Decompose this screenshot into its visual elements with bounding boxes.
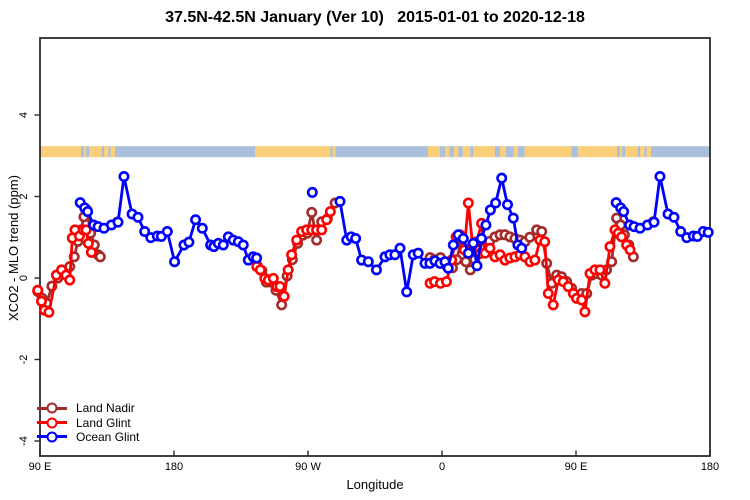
svg-text:4: 4: [18, 112, 30, 118]
plot-border: [39, 37, 711, 457]
x-axis-ticks: 90 E 180 90 W 0 90 E 180: [29, 450, 719, 473]
svg-text:90 W: 90 W: [295, 461, 321, 473]
legend-item-land-nadir: Land Nadir: [37, 401, 139, 415]
series-ocean-glint: [74, 171, 714, 298]
legend-label: Land Glint: [76, 415, 131, 430]
legend-swatch: [37, 430, 67, 443]
land-ocean-band: [40, 146, 710, 158]
legend-item-ocean-glint: Ocean Glint: [37, 430, 139, 444]
legend-label: Land Nadir: [76, 401, 135, 416]
legend-swatch: [37, 402, 67, 415]
y-axis-ticks: -4 -2 0 2 4: [18, 112, 40, 446]
legend-item-land-glint: Land Glint: [37, 415, 139, 430]
svg-text:0: 0: [439, 461, 445, 473]
legend: Land Nadir Land Glint Ocean Glint: [37, 401, 139, 444]
svg-text:-2: -2: [18, 355, 30, 365]
chart-title: 37.5N-42.5N January (Ver 10) 2015-01-01 …: [165, 9, 585, 26]
svg-text:90 E: 90 E: [565, 461, 588, 473]
series-land-glint: [32, 197, 636, 318]
legend-label: Ocean Glint: [76, 429, 140, 444]
legend-swatch: [37, 416, 67, 429]
svg-text:180: 180: [701, 461, 719, 473]
x-axis-label: Longitude: [346, 477, 404, 492]
svg-text:90 E: 90 E: [29, 461, 52, 473]
svg-text:2: 2: [18, 193, 30, 199]
svg-text:180: 180: [165, 461, 183, 473]
svg-text:-4: -4: [18, 436, 30, 446]
svg-text:0: 0: [18, 275, 30, 281]
